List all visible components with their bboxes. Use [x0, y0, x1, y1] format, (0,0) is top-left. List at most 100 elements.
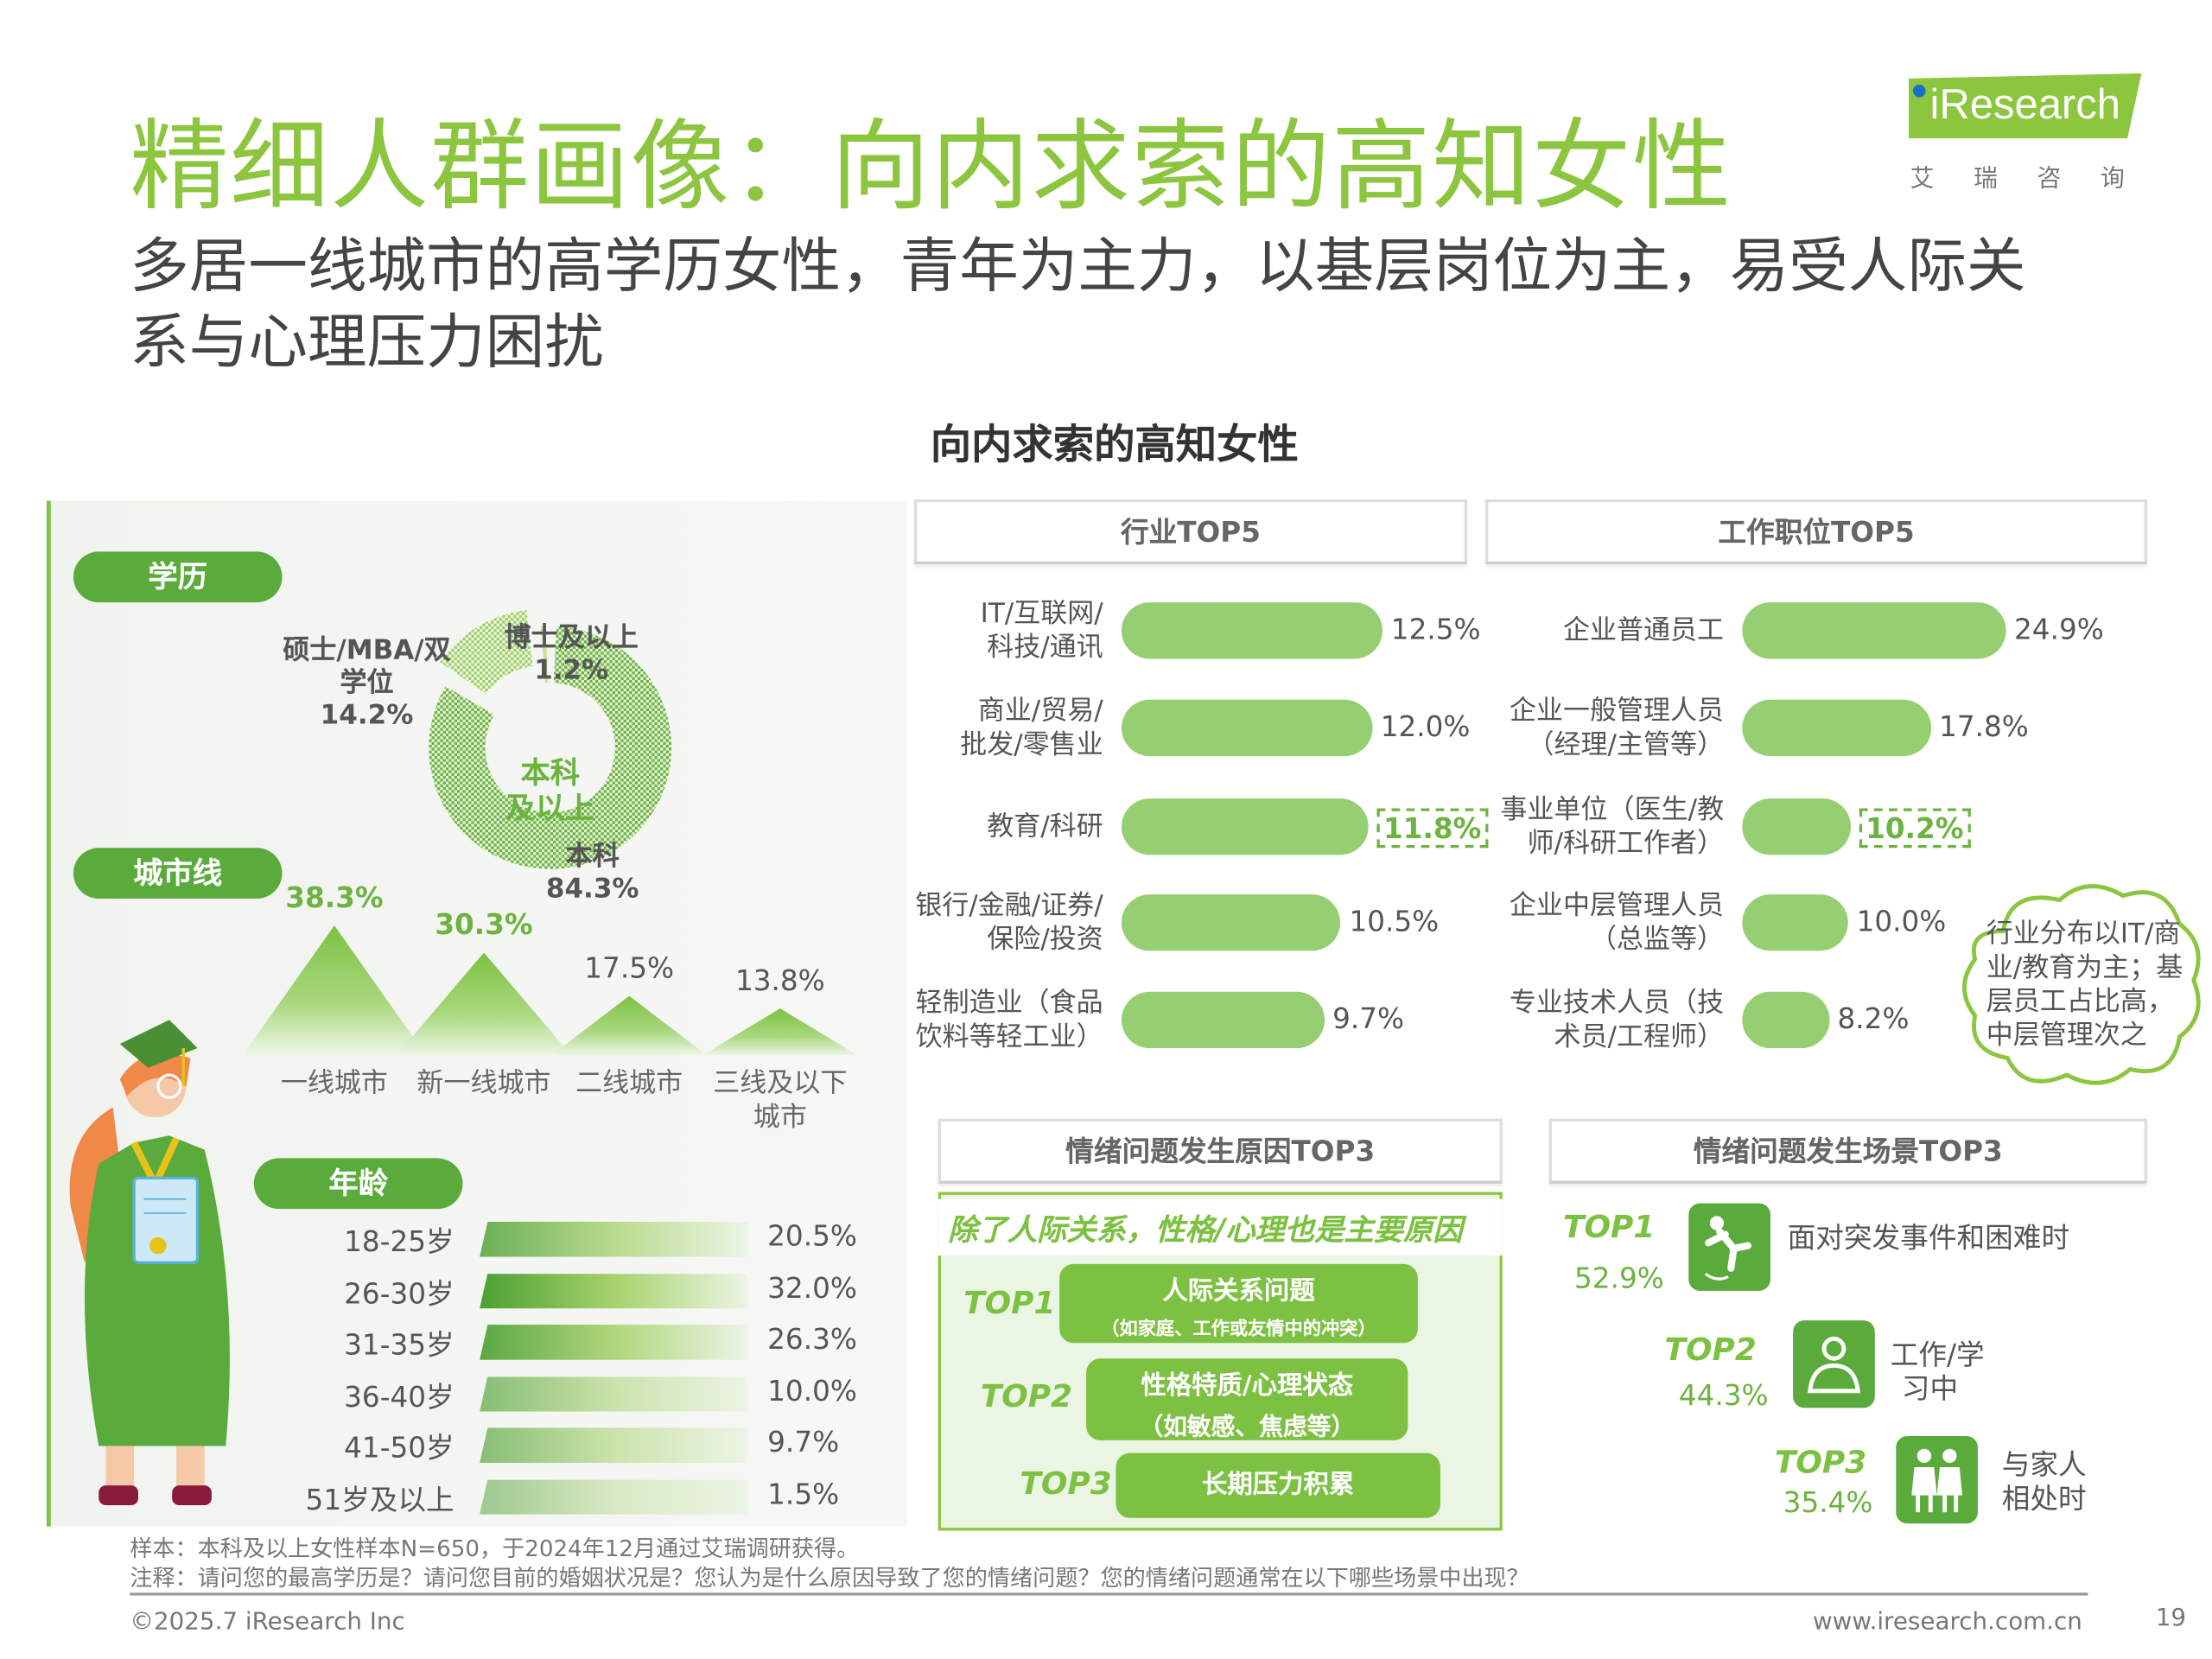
industry-bar: [1121, 991, 1325, 1049]
city-value: 30.3%: [435, 907, 533, 942]
age-bar: [480, 1427, 748, 1464]
position-bar: [1742, 699, 1931, 757]
label-line: （总监等）: [1589, 924, 1725, 956]
age-value: 26.3%: [767, 1321, 857, 1356]
scene-text-line: 与家人: [2001, 1447, 2087, 1482]
falling-person-icon: [1688, 1203, 1770, 1291]
city-mountain: [242, 925, 427, 1056]
industry-label: IT/互联网/科技/通讯: [878, 597, 1103, 664]
iresearch-logo: iResearch 艾瑞咨询: [1902, 71, 2149, 198]
industry-label: 轻制造业（食品 饮料等轻工业）: [878, 986, 1103, 1053]
age-bar: [480, 1221, 748, 1257]
position-label: 企业中层管理人员 （总监等）: [1477, 889, 1724, 957]
age-value: 20.5%: [767, 1218, 857, 1253]
age-label: 51岁及以上: [305, 1482, 454, 1516]
scene-rank: TOP2: [1664, 1332, 1757, 1369]
website-link[interactable]: www.iresearch.com.cn: [1812, 1608, 2082, 1637]
industry-label: 教育/科研: [878, 810, 1103, 843]
industry-value: 9.7%: [1332, 1001, 1405, 1036]
reason-top1: 人际关系问题 （如家庭、工作或友情中的冲突）: [1059, 1263, 1418, 1344]
industry-bar: [1121, 699, 1372, 757]
age-value: 9.7%: [767, 1424, 840, 1459]
scene-text-line: 工作/学: [1890, 1337, 1985, 1371]
label-line: 事业单位（医生/教: [1500, 794, 1725, 826]
donut-label-phd: 博士及以上 1.2%: [493, 622, 649, 687]
reasons-headline: 除了人际关系，性格/心理也是主要原因: [948, 1213, 1463, 1248]
label-value: 14.2%: [320, 699, 414, 731]
city-mountains: [242, 925, 858, 1056]
reasons-headline-bg: [938, 1198, 1503, 1256]
industry-value: 11.8%: [1376, 808, 1489, 849]
position-label: 企业一般管理人员 （经理/主管等）: [1477, 694, 1724, 761]
label-line: 企业中层管理人员: [1509, 890, 1725, 922]
city-label: 二线城市: [575, 1067, 683, 1099]
label-text: 学位: [340, 667, 394, 699]
position-header: 工作职位TOP5: [1485, 499, 2147, 565]
donut-slice: [429, 626, 672, 869]
copyright: ©2025.7 iResearch Inc: [130, 1608, 405, 1637]
position-bar: [1742, 602, 2006, 659]
city-mountain: [702, 1008, 858, 1056]
age-label: 31-35岁: [344, 1327, 454, 1362]
reason-rank: TOP1: [963, 1286, 1056, 1322]
donut-label-bachelor: 本科 84.3%: [536, 841, 649, 906]
label-line: 专业技术人员（技: [1509, 987, 1725, 1019]
donut-slice: [540, 626, 549, 683]
label-line: 商业/贸易/: [977, 695, 1103, 727]
age-label: 18-25岁: [344, 1224, 454, 1259]
label-value: 84.3%: [545, 873, 639, 905]
reason-text: 性格特质/心理状态: [1141, 1370, 1354, 1402]
age-value: 1.5%: [767, 1476, 840, 1510]
position-value: 10.2%: [1859, 808, 1971, 849]
city-pill: 城市线: [73, 848, 283, 899]
city-mountain: [551, 995, 707, 1056]
label-line: 银行/金融/证券/: [915, 890, 1103, 922]
age-bar: [480, 1325, 748, 1360]
donut-label-master: 硕士/MBA/双 学位 14.2%: [275, 635, 458, 733]
age-value: 32.0%: [767, 1270, 857, 1305]
industry-header: 行业TOP5: [913, 499, 1467, 565]
callout-text: 行业分布以IT/商业/教育为主；基层员工占比高，中层管理次之: [1986, 918, 2183, 1052]
label-line: 批发/零售业: [960, 729, 1103, 760]
city-value: 13.8%: [734, 963, 825, 998]
industry-bar: [1121, 798, 1369, 855]
reason-rank: TOP2: [980, 1379, 1073, 1415]
center-text: 本科: [520, 756, 581, 791]
city-value: 17.5%: [584, 950, 675, 985]
label-text: 硕士/MBA/双: [283, 634, 451, 666]
reason-subtext: （如家庭、工作或友情中的冲突）: [1101, 1319, 1376, 1341]
position-bar: [1742, 991, 1829, 1049]
worker-icon: [1793, 1320, 1875, 1408]
donut-slice: [440, 610, 533, 695]
family-icon: [1896, 1436, 1978, 1524]
reason-top3: 长期压力积累: [1116, 1452, 1440, 1518]
position-value: 17.8%: [1939, 709, 2029, 744]
scene-rank: TOP1: [1562, 1210, 1656, 1246]
label-line: （经理/主管等）: [1527, 729, 1725, 760]
callout-cloud: [1962, 884, 2201, 1085]
city-label: 新一线城市: [416, 1067, 551, 1099]
question-note: 注释：请问您的最高学历是？请问您目前的婚姻状况是？您认为是什么原因导致了您的情绪…: [130, 1564, 1529, 1592]
industry-label: 银行/金融/证券/保险/投资: [878, 889, 1103, 957]
industry-value: 12.5%: [1390, 612, 1481, 646]
label-line: 术员/工程师）: [1554, 1021, 1725, 1052]
label-line: 师/科研工作者）: [1527, 828, 1725, 860]
page-number: 19: [2155, 1604, 2187, 1632]
industry-bar: [1121, 894, 1341, 951]
age-bar: [480, 1376, 748, 1412]
label-line: 科技/通讯: [987, 632, 1103, 664]
city-label: 三线及以下 城市: [702, 1066, 858, 1134]
education-donut: [429, 610, 672, 869]
scene-text: 工作/学 习中: [1891, 1338, 1985, 1405]
position-bar: [1742, 894, 1848, 951]
label-line: 企业普通员工: [1562, 614, 1725, 646]
label-line: 轻制造业（食品: [915, 987, 1103, 1019]
label-line: 饮料等轻工业）: [915, 1021, 1103, 1052]
position-label: 事业单位（医生/教 师/科研工作者）: [1477, 793, 1724, 861]
age-value: 10.0%: [767, 1373, 857, 1408]
label-line: 教育/科研: [987, 810, 1103, 842]
center-text: 及以上: [505, 791, 595, 826]
position-value: 24.9%: [2014, 612, 2104, 646]
sample-note: 样本：本科及以上女性样本N=650，于2024年12月通过艾瑞调研获得。: [130, 1535, 860, 1562]
